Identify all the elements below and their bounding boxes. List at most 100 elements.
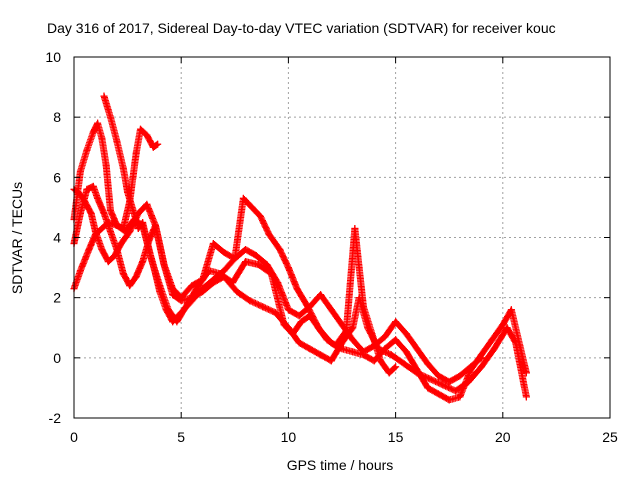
data-point (464, 378, 472, 386)
data-point (233, 288, 241, 296)
data-point (91, 227, 99, 235)
data-point (220, 273, 228, 281)
data-point (162, 306, 170, 314)
data-point (452, 387, 460, 395)
data-point (145, 246, 153, 254)
data-point (98, 246, 106, 254)
y-axis-title: SDTVAR / TECUs (9, 182, 25, 294)
data-point (177, 294, 185, 302)
data-point (248, 203, 256, 211)
data-point (169, 285, 177, 293)
data-point (295, 312, 303, 320)
data-points (70, 92, 530, 404)
data-point (209, 240, 217, 248)
data-point (368, 330, 376, 338)
data-series-3 (70, 182, 485, 386)
data-point (104, 258, 112, 266)
data-point (426, 375, 434, 383)
data-point (106, 227, 114, 235)
data-point (259, 303, 267, 311)
data-point (274, 279, 282, 287)
data-point (276, 246, 284, 254)
data-point (151, 270, 159, 278)
x-axis-title: GPS time / hours (287, 457, 394, 473)
data-point (242, 246, 250, 254)
data-point (304, 303, 312, 311)
data-point (143, 200, 151, 208)
data-point (424, 384, 432, 392)
data-point (136, 125, 144, 133)
data-point (89, 128, 97, 136)
y-tick-label: 8 (53, 109, 61, 125)
data-point (209, 276, 217, 284)
data-point (83, 146, 91, 154)
data-point (265, 230, 273, 238)
data-point (377, 357, 385, 365)
data-point (126, 227, 134, 235)
data-point (87, 209, 95, 217)
data-point (119, 270, 127, 278)
data-point (402, 330, 410, 338)
y-tick-label: -2 (49, 410, 62, 426)
data-point (220, 249, 228, 257)
data-point (490, 345, 498, 353)
data-point (98, 134, 106, 142)
data-point (231, 255, 239, 263)
data-point (424, 360, 432, 368)
x-tick-label: 0 (70, 429, 78, 445)
data-point (154, 140, 162, 148)
data-point (156, 288, 164, 296)
data-point (254, 261, 262, 269)
data-point (199, 276, 207, 284)
data-point (327, 357, 335, 365)
data-point (177, 309, 185, 317)
data-point (439, 381, 447, 389)
data-point (113, 137, 121, 145)
data-point (199, 285, 207, 293)
data-point (467, 363, 475, 371)
data-point (317, 351, 325, 359)
x-tick-label: 25 (602, 429, 618, 445)
data-point (102, 161, 110, 169)
chart-title: Day 316 of 2017, Sidereal Day-to-day VTE… (47, 20, 556, 36)
data-point (242, 258, 250, 266)
data-point (342, 327, 350, 335)
x-tick-label: 20 (495, 429, 511, 445)
data-point (160, 261, 168, 269)
data-point (488, 336, 496, 344)
data-point (246, 297, 254, 305)
data-point (387, 351, 395, 359)
data-point (119, 224, 127, 232)
data-point (76, 267, 84, 275)
data-point (151, 221, 159, 229)
data-point (456, 393, 464, 401)
data-point (257, 212, 265, 220)
data-point (85, 246, 93, 254)
data-point (323, 336, 331, 344)
data-point (456, 372, 464, 380)
data-point (284, 264, 292, 272)
data-point (126, 282, 134, 290)
data-point (351, 224, 359, 232)
data-point (272, 309, 280, 317)
data-point (117, 240, 125, 248)
data-point (314, 324, 322, 332)
data-point (284, 306, 292, 314)
data-point (239, 194, 247, 202)
data-point (477, 363, 485, 371)
data-point (349, 336, 357, 344)
y-tick-label: 6 (53, 169, 61, 185)
data-point (327, 306, 335, 314)
data-point (134, 224, 142, 232)
data-point (263, 261, 271, 269)
data-point (381, 333, 389, 341)
data-point (106, 113, 114, 121)
data-point (297, 318, 305, 326)
data-point (332, 342, 340, 350)
data-point (106, 206, 114, 214)
data-point (113, 246, 121, 254)
data-point (113, 221, 121, 229)
data-point (402, 348, 410, 356)
x-tick-label: 5 (177, 429, 185, 445)
